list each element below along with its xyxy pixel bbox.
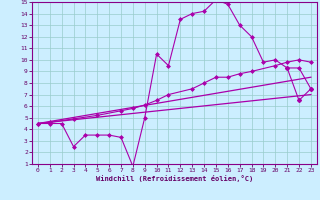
X-axis label: Windchill (Refroidissement éolien,°C): Windchill (Refroidissement éolien,°C) (96, 175, 253, 182)
